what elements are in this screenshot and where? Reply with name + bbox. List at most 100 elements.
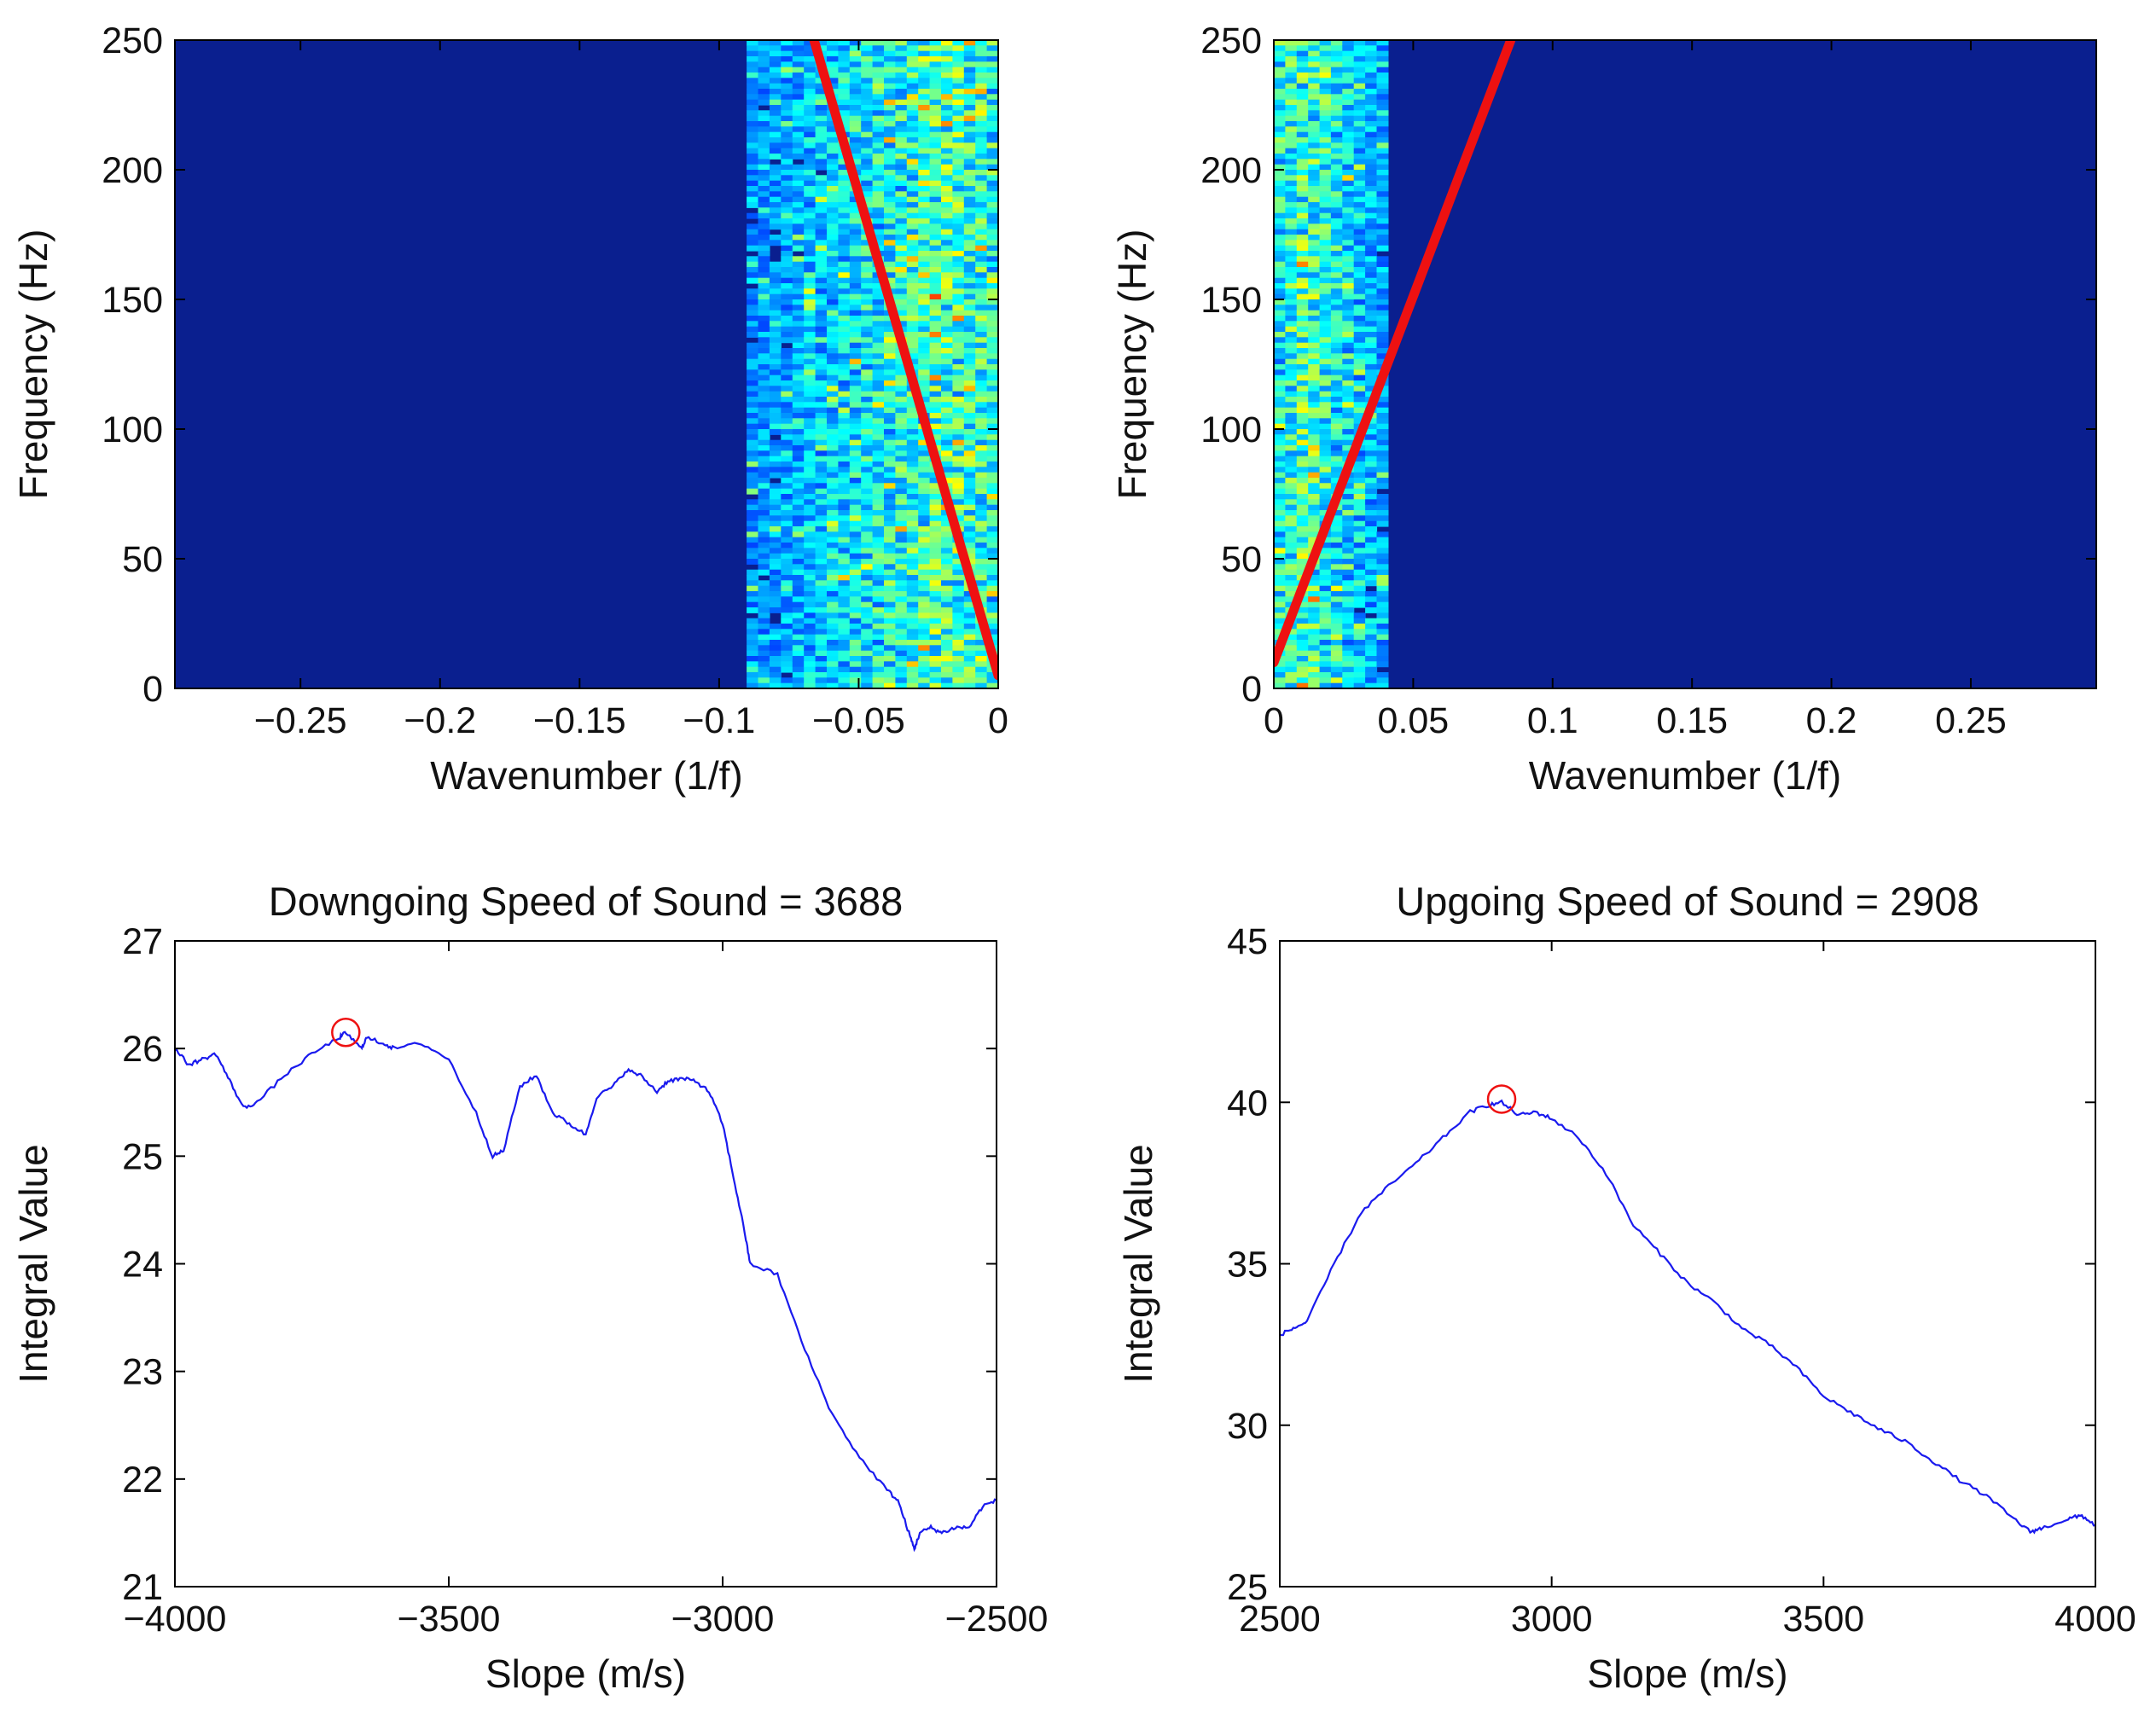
- heatmap-cell: [929, 661, 942, 668]
- heatmap-cell: [815, 531, 828, 538]
- heatmap-cell: [1376, 73, 1389, 78]
- heatmap-cell: [895, 537, 908, 543]
- heatmap-cell: [1296, 499, 1309, 506]
- heatmap-cell: [1296, 256, 1309, 263]
- heatmap-cell: [975, 61, 988, 68]
- heatmap-cell: [1274, 618, 1286, 624]
- heatmap-cell: [975, 321, 988, 328]
- heatmap-cell: [1285, 61, 1298, 68]
- heatmap-cell: [1285, 170, 1298, 176]
- heatmap-cell: [861, 256, 874, 263]
- heatmap-cell: [1342, 650, 1355, 657]
- heatmap-cell: [884, 666, 896, 673]
- heatmap-cell: [758, 429, 770, 435]
- heatmap-cell: [747, 316, 759, 322]
- heatmap-cell: [952, 142, 965, 149]
- heatmap-cell: [861, 94, 874, 101]
- heatmap-cell: [1274, 261, 1286, 268]
- heatmap-cell: [963, 310, 976, 316]
- heatmap-cell: [804, 283, 816, 289]
- heatmap-cell: [929, 175, 942, 182]
- heatmap-cell: [975, 531, 988, 538]
- heatmap-cell: [758, 564, 770, 571]
- heatmap-cell: [815, 543, 828, 549]
- heatmap-cell: [1330, 202, 1343, 208]
- heatmap-cell: [1285, 272, 1298, 279]
- heatmap-cell: [906, 666, 919, 673]
- heatmap-cell: [929, 559, 942, 565]
- heatmap-cell: [792, 650, 805, 657]
- heatmap-cell: [906, 261, 919, 268]
- heatmap-cell: [1308, 267, 1321, 273]
- heatmap-cell: [827, 575, 839, 581]
- heatmap-cell: [929, 89, 942, 95]
- heatmap-cell: [1274, 607, 1286, 613]
- heatmap-cell: [758, 40, 770, 46]
- heatmap-cell: [804, 672, 816, 678]
- heatmap-cell: [884, 661, 896, 668]
- heatmap-cell: [872, 407, 885, 414]
- heatmap-cell: [1308, 575, 1321, 581]
- heatmap-cell: [975, 483, 988, 490]
- heatmap-cell: [1330, 256, 1343, 263]
- heatmap-cell: [872, 461, 885, 467]
- heatmap-cell: [963, 483, 976, 490]
- heatmap-cell: [1296, 526, 1309, 532]
- heatmap-cell: [849, 661, 862, 668]
- heatmap-cell: [872, 629, 885, 636]
- series-line-integral: [175, 1030, 997, 1553]
- heatmap-cell: [1319, 624, 1332, 630]
- heatmap-cell: [1330, 353, 1343, 360]
- heatmap-cell: [929, 164, 942, 171]
- heatmap-cell: [861, 434, 874, 441]
- heatmap-cell: [1319, 510, 1332, 516]
- heatmap-cell: [1353, 235, 1366, 241]
- heatmap-cell: [861, 559, 874, 565]
- heatmap-cell: [781, 56, 793, 62]
- heatmap-cell: [929, 305, 942, 311]
- heatmap-cell: [781, 277, 793, 284]
- heatmap-cell: [941, 67, 953, 73]
- heatmap-cell: [1376, 467, 1389, 473]
- heatmap-cell: [895, 256, 908, 263]
- heatmap-cell: [975, 45, 988, 52]
- heatmap-cell: [1319, 310, 1332, 316]
- heatmap-cell: [906, 78, 919, 84]
- heatmap-cell: [941, 212, 953, 219]
- heatmap-cell: [861, 245, 874, 252]
- heatmap-cell: [918, 634, 931, 641]
- heatmap-cell: [906, 256, 919, 263]
- heatmap-cell: [906, 148, 919, 154]
- heatmap-cell: [861, 186, 874, 192]
- heatmap-cell: [906, 89, 919, 95]
- y-tick-label: 30: [1227, 1406, 1268, 1447]
- heatmap-cell: [781, 310, 793, 316]
- heatmap-cell: [1365, 543, 1378, 549]
- heatmap-cell: [1376, 67, 1389, 73]
- heatmap-cell: [747, 89, 759, 95]
- heatmap-cell: [1365, 353, 1378, 360]
- heatmap-cell: [815, 223, 828, 230]
- heatmap-cell: [963, 154, 976, 160]
- heatmap-cell: [849, 374, 862, 381]
- heatmap-cell: [975, 180, 988, 187]
- heatmap-cell: [758, 434, 770, 441]
- heatmap-cell: [1365, 261, 1378, 268]
- heatmap-cell: [1274, 89, 1286, 95]
- heatmap-cell: [747, 450, 759, 457]
- heatmap-cell: [1365, 478, 1378, 484]
- heatmap-cell: [1365, 191, 1378, 198]
- heatmap-cell: [1296, 78, 1309, 84]
- heatmap-cell: [1342, 434, 1355, 441]
- heatmap-cell: [849, 456, 862, 462]
- heatmap-cell: [827, 418, 839, 425]
- heatmap-cell: [952, 596, 965, 603]
- heatmap-cell: [895, 293, 908, 300]
- heatmap-cell: [792, 515, 805, 522]
- heatmap-cell: [804, 256, 816, 263]
- heatmap-cell: [952, 364, 965, 370]
- heatmap-cell: [781, 272, 793, 279]
- heatmap-cell: [1330, 348, 1343, 354]
- heatmap-cell: [758, 402, 770, 409]
- heatmap-cell: [895, 115, 908, 122]
